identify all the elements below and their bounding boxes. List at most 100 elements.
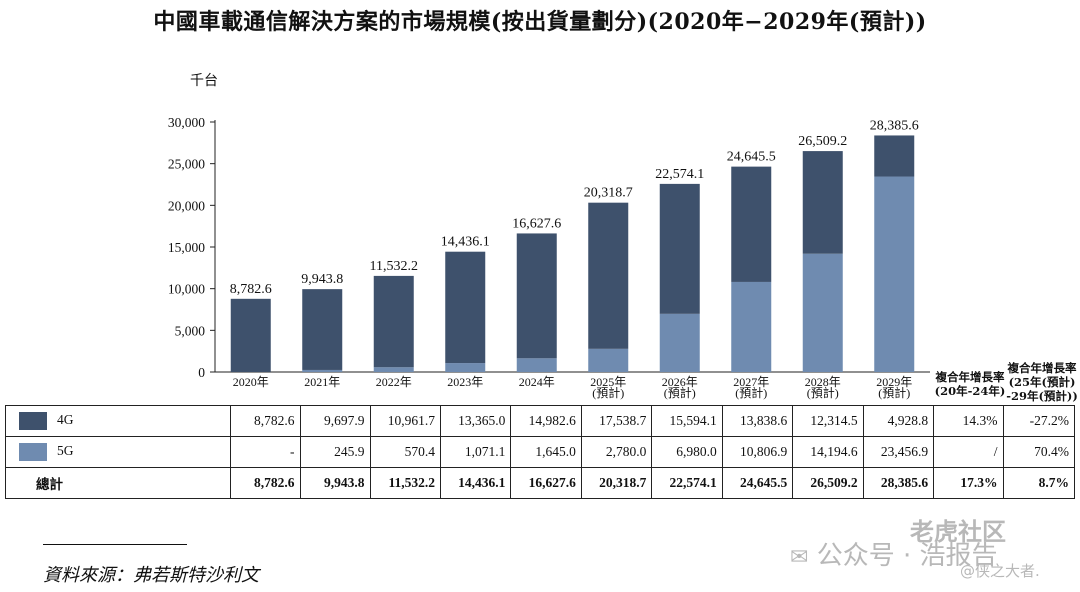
table-cell: 8,782.6 [229,467,301,499]
table-cell: 1,645.0 [510,436,582,468]
y-tick-label: 10,000 [168,282,205,297]
x-tick-label: (預計) [878,385,910,400]
table-cell: 13,838.6 [721,405,794,437]
x-tick-label: 2027年 [733,375,769,389]
table-row-label: 4G [5,405,231,437]
table-cell: 11,532.2 [369,467,441,499]
table-cell: 17,538.7 [580,405,653,437]
table-cell: 8.7% [1002,467,1075,499]
table-cell: 22,574.1 [651,467,723,499]
bar-4g-1 [302,289,343,370]
x-tick-label: 2024年 [519,375,555,389]
table-cell: 570.4 [369,436,441,468]
data-label-total: 11,532.2 [370,259,418,274]
cagr-forecast-header: 複合年增長率 (25年(預計) -29年(預計)) [1004,361,1080,403]
table-cell: 14,982.6 [510,405,582,437]
table-cell: 23,456.9 [862,436,935,468]
bar-4g-9 [874,135,915,177]
x-tick-label: 2022年 [376,375,412,389]
table-cell: 6,980.0 [651,436,723,468]
table-cell: 15,594.1 [651,405,723,437]
data-label-total: 9,943.8 [301,272,343,287]
bar-5g-9 [874,176,915,372]
y-axis-unit: 千台 [190,73,218,89]
y-tick-label: 30,000 [168,115,205,130]
watermark-main: ✉ 公众号 · 浩报告 [790,535,998,572]
x-tick-label: 2029年 [876,375,912,389]
bar-4g-5 [588,202,629,349]
table-cell: 14.3% [933,405,1004,437]
cagr-forecast-header-line3: -29年(預計)) [1006,389,1078,403]
table-cell: 4,928.8 [862,405,935,437]
cagr-hist-header-line2: (20年-24年) [934,384,1006,398]
watermark-main-text: 公众号 · 浩报告 [816,541,998,571]
table-cell: 28,385.6 [862,467,935,499]
legend-label: 總計 [36,477,63,492]
y-tick-label: 5,000 [175,323,206,338]
bar-5g-6 [659,313,700,372]
cagr-forecast-header-line2: (25年(預計) [1008,375,1076,389]
table-cell: 8,782.6 [229,405,301,437]
y-tick-label: 25,000 [168,157,205,172]
legend-swatch [19,443,47,461]
bar-5g-5 [588,348,629,372]
x-tick-label: (預計) [592,385,624,400]
data-table: 4G 8,782.6 9,697.9 10,961.7 13,365.0 14,982.6… [5,405,1075,499]
data-label-total: 28,385.6 [870,118,919,133]
legend-label: 4G [57,412,74,428]
footnote-divider [43,544,187,545]
table-cell: 245.9 [299,436,371,468]
table-cell: 2,780.0 [580,436,653,468]
bar-4g-3 [445,251,486,364]
table-cell: 26,509.2 [792,467,864,499]
bar-4g-6 [659,183,700,314]
table-cell: -27.2% [1002,405,1075,437]
bar-5g-8 [802,253,843,372]
bar-4g-2 [373,275,414,368]
x-tick-label: 2020年 [233,375,269,389]
table-row: 5G -245.9 570.4 1,071.1 1,645.0 2,780.0 6,980.… [5,436,1075,468]
data-label-total: 14,436.1 [441,235,490,250]
x-tick-label: 2026年 [662,375,698,389]
x-tick-label: (預計) [735,385,767,400]
table-cell: 14,194.6 [792,436,864,468]
bar-5g-7 [731,281,772,372]
legend-label: 5G [57,443,74,459]
table-cell: 9,943.8 [299,467,371,499]
table-cell: 24,645.5 [721,467,794,499]
table-cell: 17.3% [933,467,1004,499]
legend-swatch [19,412,47,430]
bar-5g-4 [516,358,557,372]
bar-5g-3 [445,363,486,372]
x-tick-label: 2028年 [805,375,841,389]
table-row-label: 5G [5,436,231,468]
table-cell: 1,071.1 [439,436,512,468]
data-label-total: 20,318.7 [584,186,633,201]
table-cell: 70.4% [1002,436,1075,468]
x-tick-label: 2021年 [304,375,340,389]
cagr-hist-header-line1: 複合年增長率 [935,370,1005,384]
y-tick-label: 0 [198,365,205,380]
data-label-total: 16,627.6 [512,216,561,231]
table-cell: / [933,436,1004,468]
bar-5g-1 [302,369,343,372]
chart-title: 中國車載通信解決方案的市場規模(按出貨量劃分)(2020年−2029年(預計)) [153,9,927,35]
x-tick-label: (預計) [664,385,696,400]
source-note: 資料來源：弗若斯特沙利文 [43,565,259,586]
x-tick-label: (預計) [807,385,839,400]
table-cell: 10,806.9 [721,436,794,468]
x-tick-label: 2025年 [590,375,626,389]
table-cell: 10,961.7 [369,405,441,437]
bar-4g-4 [516,233,557,359]
table-cell: 9,697.9 [299,405,371,437]
x-tick-label: 2023年 [447,375,483,389]
data-label-total: 26,509.2 [798,134,847,149]
bar-5g-2 [373,367,414,372]
y-tick-label: 20,000 [168,198,205,213]
watermark-corner: 老虎社区 [910,518,1006,546]
bar-4g-0 [230,298,271,372]
table-cell: 16,627.6 [510,467,582,499]
cagr-forecast-header-line1: 複合年增長率 [1007,361,1077,375]
bar-chart: 0 5,000 10,000 15,000 20,000 25,000 30,000 8,78… [168,115,930,400]
table-cell: 14,436.1 [439,467,512,499]
